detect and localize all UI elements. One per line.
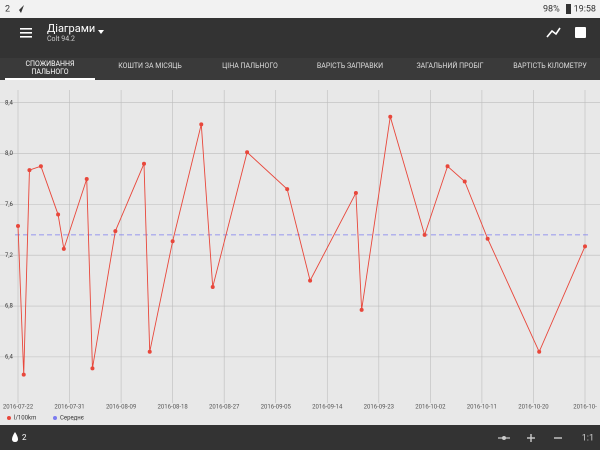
data-point — [445, 164, 450, 169]
tab-bar — [0, 58, 600, 80]
fill-count: 2 — [22, 433, 27, 442]
data-point — [485, 236, 490, 241]
data-point — [56, 212, 61, 217]
tab-label[interactable]: КОШТИ ЗА МІСЯЦЬ — [118, 62, 182, 70]
tab-label[interactable]: ЗАГАЛЬНИЙ ПРОБІГ — [416, 61, 483, 70]
data-point — [210, 284, 215, 289]
data-point — [113, 229, 118, 234]
x-tick-label: 2016-09-23 — [364, 404, 394, 411]
data-line — [17, 116, 586, 375]
app-subtitle: Colt 94.2 — [47, 35, 75, 43]
tab-label[interactable]: ВАРІСТЬ ЗАПРАВКИ — [317, 62, 383, 70]
calendar-icon[interactable] — [575, 27, 586, 38]
data-point — [422, 232, 427, 237]
menu-line — [20, 36, 32, 38]
data-point — [61, 246, 66, 251]
data-point — [27, 168, 32, 173]
y-tick-label: 6,4 — [5, 353, 14, 360]
menu-button[interactable] — [20, 28, 32, 38]
y-tick-label: 8,0 — [5, 150, 14, 157]
legend-label: l/100km — [14, 415, 36, 422]
x-tick-label: 2016-10- — [573, 404, 597, 411]
dropdown-arrow[interactable] — [98, 30, 104, 34]
data-point — [308, 278, 313, 283]
app-title[interactable]: Діаграми — [47, 22, 95, 35]
x-tick-label: 2016-08-27 — [209, 404, 240, 411]
clock: 19:58 — [574, 4, 596, 14]
legend-label: Середнє — [60, 415, 84, 422]
data-point — [90, 366, 95, 371]
zoom-reset[interactable]: 1:1 — [582, 433, 594, 443]
data-point — [21, 372, 26, 377]
battery-level: 98% — [543, 4, 560, 14]
data-point — [245, 150, 250, 155]
x-tick-label: 2016-07-31 — [54, 404, 84, 411]
x-tick-label: 2016-10-02 — [415, 404, 446, 411]
y-tick-label: 8,4 — [5, 99, 14, 106]
zoom-in-button[interactable] — [527, 434, 535, 442]
data-point — [462, 179, 467, 184]
data-point — [16, 223, 20, 228]
menu-line — [20, 32, 32, 34]
data-point — [147, 349, 152, 354]
data-point — [388, 114, 393, 119]
chart-area — [0, 80, 600, 425]
x-tick-label: 2016-09-05 — [261, 404, 292, 411]
x-tick-label: 2016-10-11 — [467, 404, 497, 411]
x-tick-label: 2016-08-18 — [157, 404, 188, 411]
y-tick-label: 6,8 — [5, 303, 14, 310]
data-point — [353, 190, 358, 195]
send-icon — [16, 5, 24, 13]
data-point — [285, 187, 290, 192]
chart-icon[interactable] — [546, 27, 561, 38]
data-point — [583, 244, 587, 249]
legend-marker — [7, 416, 11, 420]
legend-marker — [53, 416, 57, 420]
y-tick-label: 7,2 — [5, 252, 14, 259]
notification-count: 2 — [5, 4, 10, 14]
menu-line — [20, 28, 32, 30]
x-tick-label: 2016-07-22 — [3, 404, 34, 411]
tab-indicator — [5, 78, 95, 80]
data-point — [84, 176, 89, 181]
tab-label[interactable]: ЦІНА ПАЛЬНОГО — [222, 62, 278, 70]
y-tick-label: 7,6 — [5, 201, 14, 208]
data-point — [199, 122, 204, 127]
x-tick-label: 2016-09-14 — [312, 404, 343, 411]
status-bar — [0, 0, 600, 18]
data-point — [170, 239, 175, 244]
x-tick-label: 2016-08-09 — [106, 404, 136, 411]
tab-label[interactable]: ВАРТІСТЬ КІЛОМЕТРУ — [513, 62, 587, 70]
data-point — [537, 349, 542, 354]
x-tick-label: 2016-10-20 — [518, 404, 549, 411]
data-point — [142, 161, 146, 166]
fuel-drop-icon — [12, 432, 18, 442]
data-point — [359, 307, 364, 312]
reset-button[interactable] — [498, 436, 510, 440]
battery-icon — [566, 4, 571, 14]
tab-label[interactable]: СПОЖИВАННЯ ПАЛЬНОГО — [25, 60, 74, 76]
app-bar — [0, 18, 600, 58]
reset-dot — [502, 436, 506, 440]
data-point — [38, 164, 43, 169]
